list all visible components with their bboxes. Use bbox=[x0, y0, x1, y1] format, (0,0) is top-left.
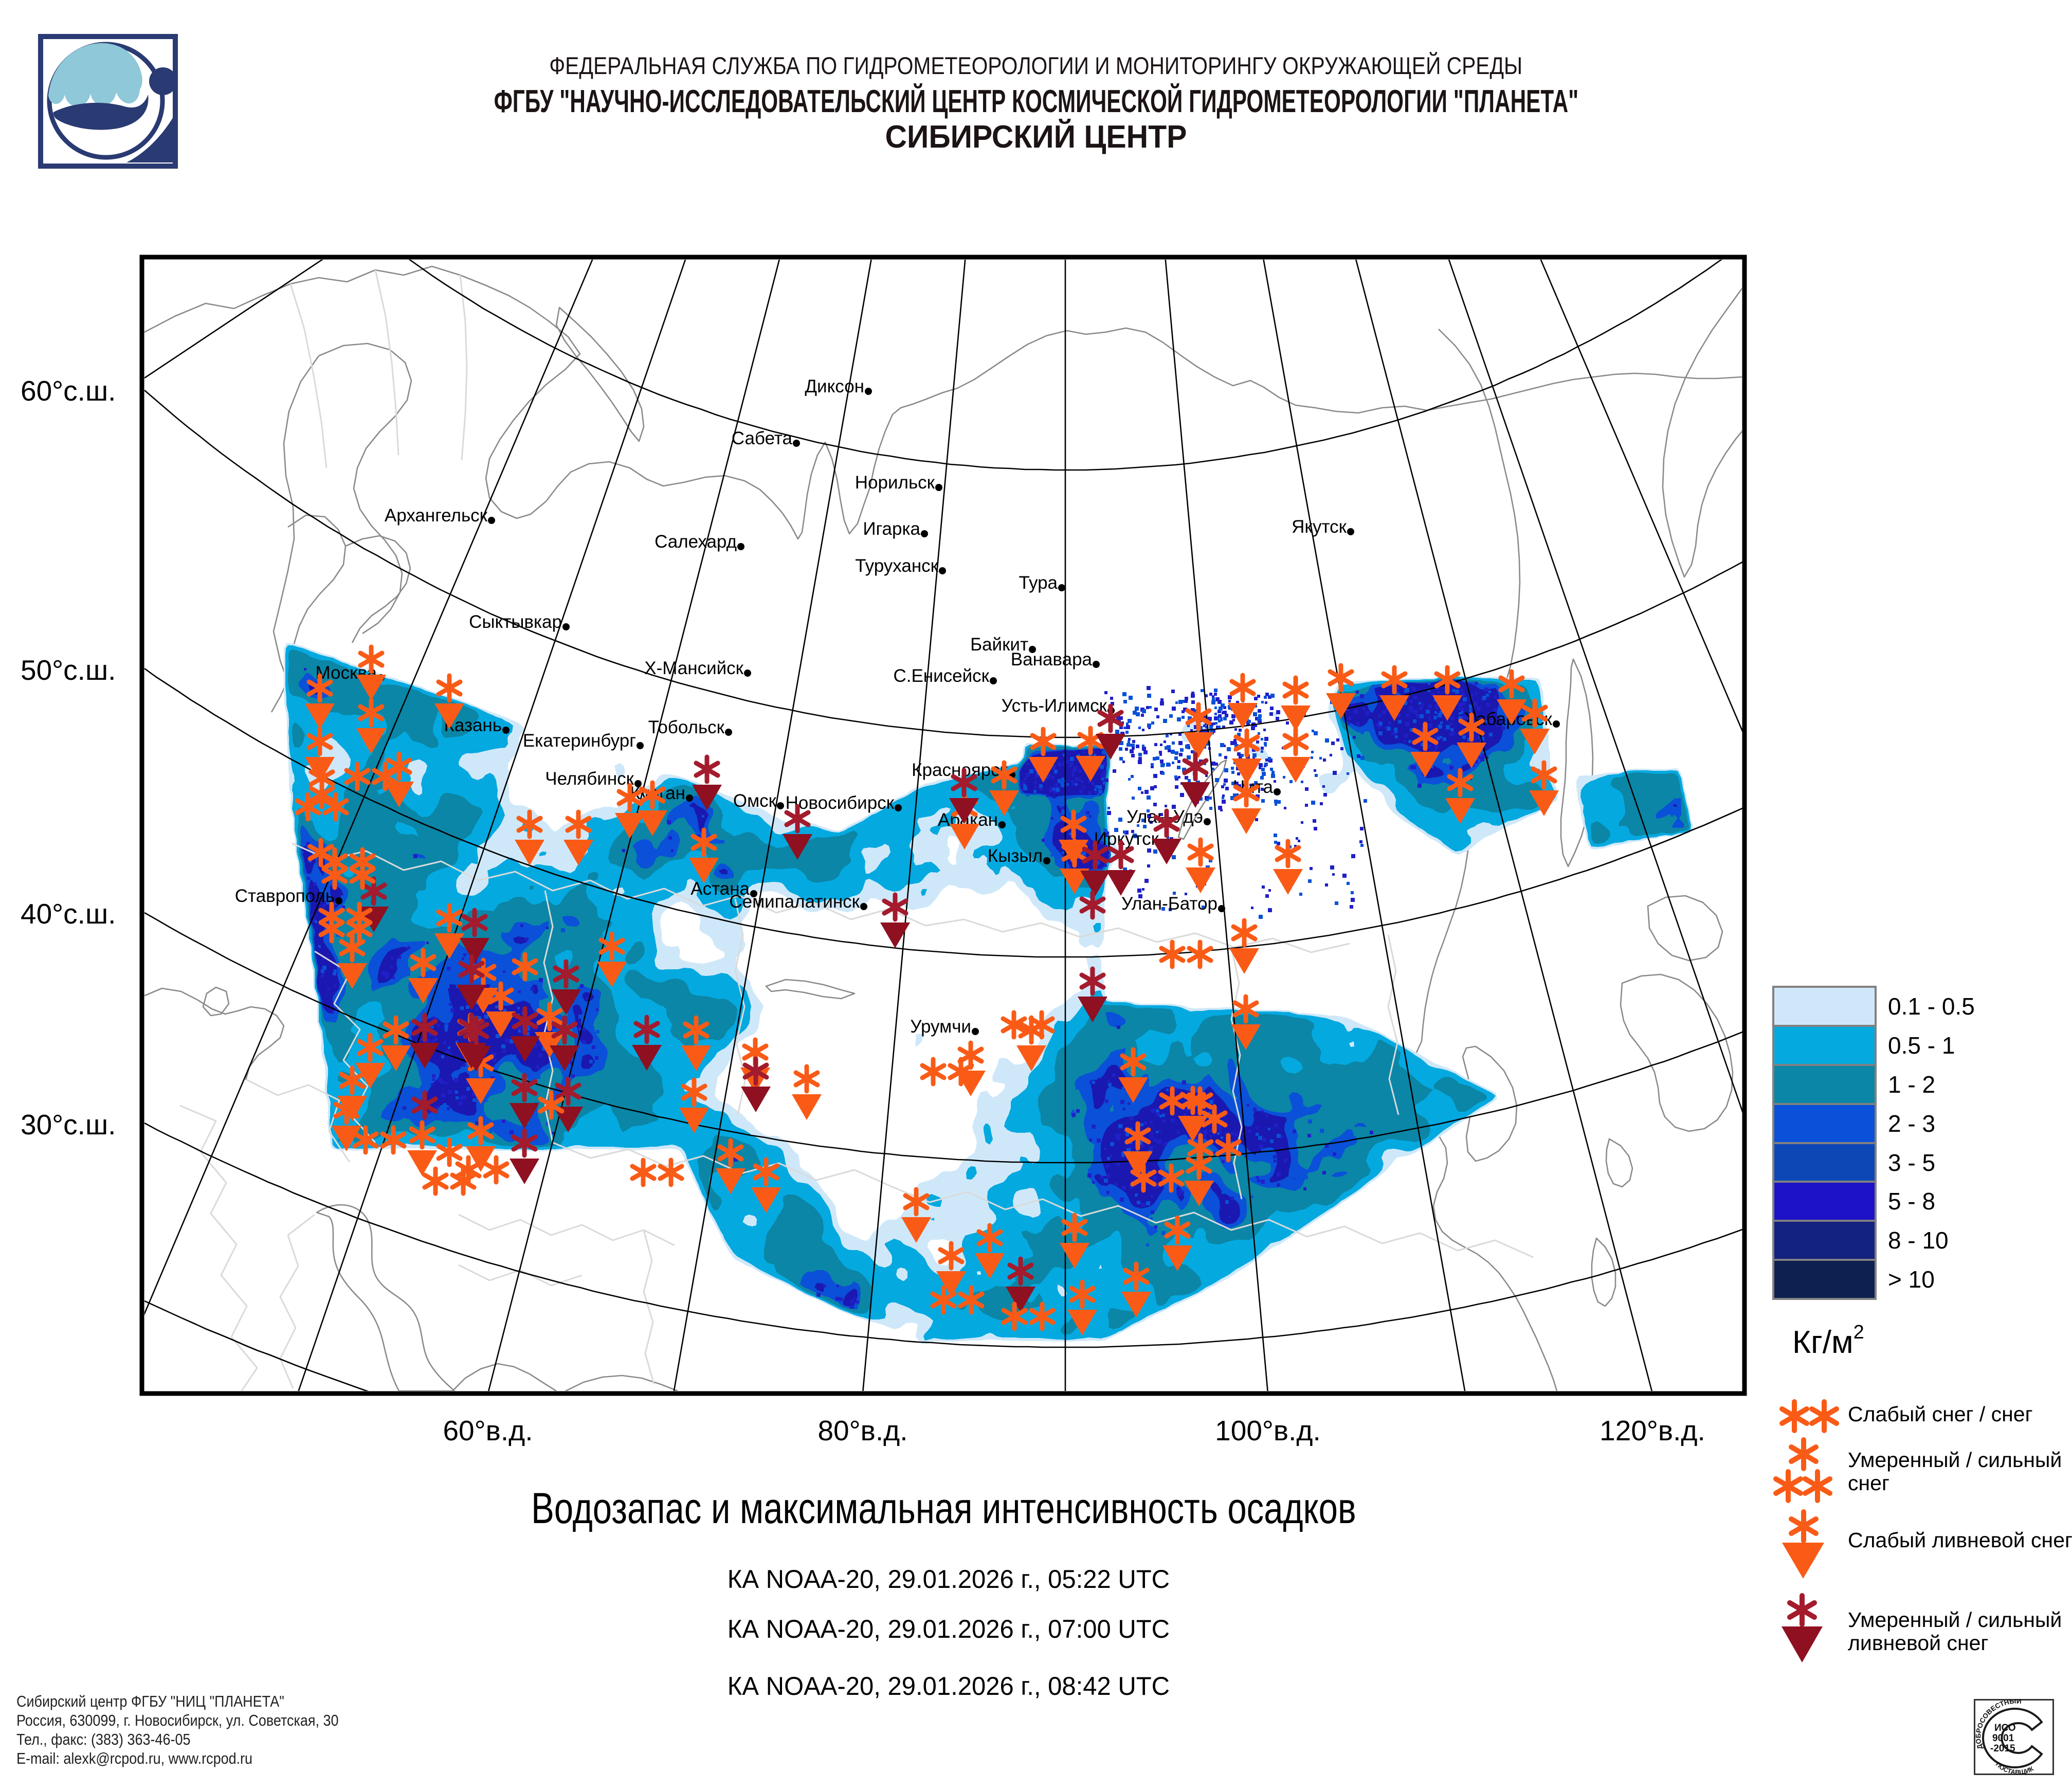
svg-text:1 - 2: 1 - 2 bbox=[1888, 1071, 1935, 1098]
svg-text:Архангельск: Архангельск bbox=[385, 505, 488, 526]
svg-text:3 - 5: 3 - 5 bbox=[1888, 1149, 1935, 1176]
svg-text:Х-Мансийск: Х-Мансийск bbox=[644, 658, 743, 678]
svg-text:Диксон: Диксон bbox=[805, 376, 864, 396]
svg-text:0.5 - 1: 0.5 - 1 bbox=[1888, 1032, 1955, 1059]
svg-text:Астана: Астана bbox=[690, 879, 750, 899]
svg-text:Усть-Илимск: Усть-Илимск bbox=[1002, 696, 1107, 716]
svg-text:Улан-Батор: Улан-Батор bbox=[1121, 894, 1217, 914]
svg-text:С.Енисейск: С.Енисейск bbox=[893, 666, 989, 686]
svg-text:Сабета: Сабета bbox=[732, 428, 793, 448]
svg-text:Якутск: Якутск bbox=[1292, 517, 1347, 537]
svg-text:Норильск: Норильск bbox=[855, 473, 935, 493]
svg-text:> 10: > 10 bbox=[1888, 1266, 1935, 1293]
svg-text:Салехард: Салехард bbox=[655, 532, 737, 552]
svg-text:Семипалатинск: Семипалатинск bbox=[729, 892, 860, 912]
svg-text:Тура: Тура bbox=[1019, 573, 1058, 593]
svg-text:Ванавара: Ванавара bbox=[1011, 649, 1093, 670]
svg-text:ИСО: ИСО bbox=[1994, 1723, 2016, 1733]
svg-text:Сыктывкар: Сыктывкар bbox=[469, 612, 562, 632]
svg-text:8 - 10: 8 - 10 bbox=[1888, 1227, 1949, 1254]
svg-text:Омск: Омск bbox=[733, 791, 777, 811]
svg-text:Туруханск: Туруханск bbox=[855, 556, 938, 576]
svg-text:0.1 - 0.5: 0.1 - 0.5 bbox=[1888, 993, 1975, 1020]
svg-text:Игарка: Игарка bbox=[863, 519, 920, 539]
svg-text:Новосибирск: Новосибирск bbox=[786, 793, 895, 813]
svg-text:Челябинск: Челябинск bbox=[545, 769, 634, 789]
svg-text:Иркутск: Иркутск bbox=[1094, 829, 1159, 849]
svg-text:-2015: -2015 bbox=[1990, 1743, 2015, 1754]
svg-text:Тобольск: Тобольск bbox=[648, 717, 725, 737]
svg-text:2 - 3: 2 - 3 bbox=[1888, 1110, 1935, 1137]
svg-text:Урумчи: Урумчи bbox=[910, 1017, 971, 1037]
svg-text:5 - 8: 5 - 8 bbox=[1888, 1188, 1935, 1215]
svg-text:Байкит: Байкит bbox=[970, 635, 1028, 655]
svg-text:Ставрополь: Ставрополь bbox=[235, 886, 335, 906]
svg-text:9001: 9001 bbox=[1992, 1733, 2014, 1744]
svg-text:Кызыл: Кызыл bbox=[988, 846, 1043, 866]
svg-text:Екатеринбург: Екатеринбург bbox=[523, 731, 636, 751]
